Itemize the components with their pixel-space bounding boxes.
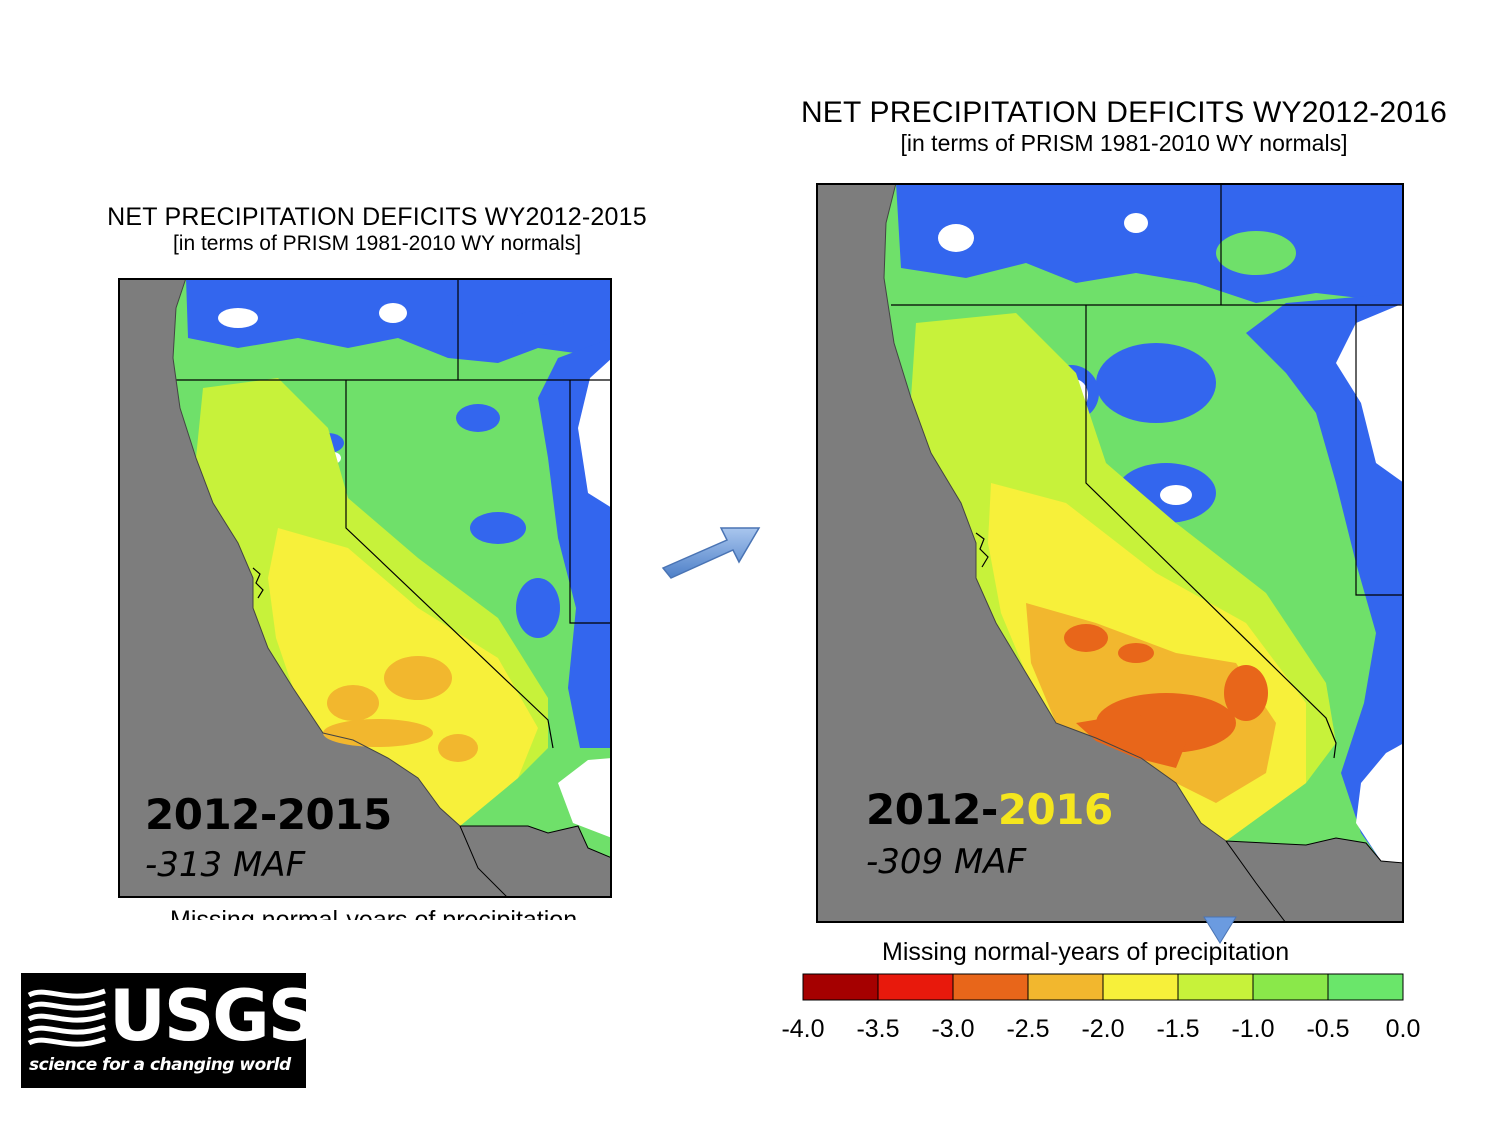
- left-deficit-label: -313 MAF: [145, 845, 306, 885]
- right-arrow-icon: [655, 510, 765, 595]
- colorbar-title: Missing normal-years of precipitation: [882, 938, 1290, 966]
- left-caption-text: Missing normal-years of precipitation: [170, 906, 578, 920]
- colorbar-tick-label: -3.0: [931, 1015, 975, 1043]
- right-deficit-map: [816, 183, 1404, 923]
- usgs-tagline: science for a changing world: [29, 1055, 291, 1075]
- colorbar-segment: [1102, 973, 1179, 1001]
- right-deficit-label: -309 MAF: [866, 842, 1027, 882]
- colorbar-pointer-icon: [1202, 915, 1238, 950]
- usgs-wordmark: USGS: [109, 975, 318, 1057]
- colorbar-segment: [1177, 973, 1254, 1001]
- colorbar-tick-label: 0.0: [1385, 1015, 1421, 1043]
- colorbar-tick-label: -0.5: [1306, 1015, 1350, 1043]
- left-cut-caption: Missing normal-years of precipitation: [120, 906, 600, 920]
- left-map-graphic: [118, 278, 612, 898]
- colorbar-tick-label: -2.5: [1006, 1015, 1050, 1043]
- right-map-subtitle: [in terms of PRISM 1981-2010 WY normals]: [900, 130, 1348, 156]
- usgs-logo: USGS science for a changing world: [21, 973, 318, 1088]
- right-period-highlight: 2016: [997, 785, 1113, 834]
- colorbar-tick-label: -2.0: [1081, 1015, 1125, 1043]
- colorbar-segment: [952, 973, 1029, 1001]
- left-map-title: NET PRECIPITATION DEFICITS WY2012-2015: [107, 203, 647, 231]
- left-period-label: 2012-2015: [145, 790, 392, 839]
- colorbar-tick-label: -1.5: [1156, 1015, 1200, 1043]
- right-map-title: NET PRECIPITATION DEFICITS WY2012-2016: [800, 96, 1448, 129]
- right-period-label: 2012-2016: [866, 785, 1113, 834]
- colorbar-tick-label: -4.0: [781, 1015, 825, 1043]
- left-deficit-map: [118, 278, 612, 898]
- colorbar: [802, 973, 1404, 1006]
- colorbar-tick-label: -3.5: [856, 1015, 900, 1043]
- colorbar-tick-label: -1.0: [1231, 1015, 1275, 1043]
- colorbar-segment: [1252, 973, 1329, 1001]
- colorbar-segment: [1327, 973, 1404, 1001]
- right-map-graphic: [816, 183, 1404, 923]
- right-period-prefix: 2012-: [866, 785, 998, 834]
- colorbar-segment: [802, 973, 879, 1001]
- usgs-waves-icon: [27, 988, 106, 1047]
- colorbar-segment: [877, 973, 954, 1001]
- colorbar-segment: [1027, 973, 1104, 1001]
- left-map-subtitle: [in terms of PRISM 1981-2010 WY normals]: [172, 232, 582, 255]
